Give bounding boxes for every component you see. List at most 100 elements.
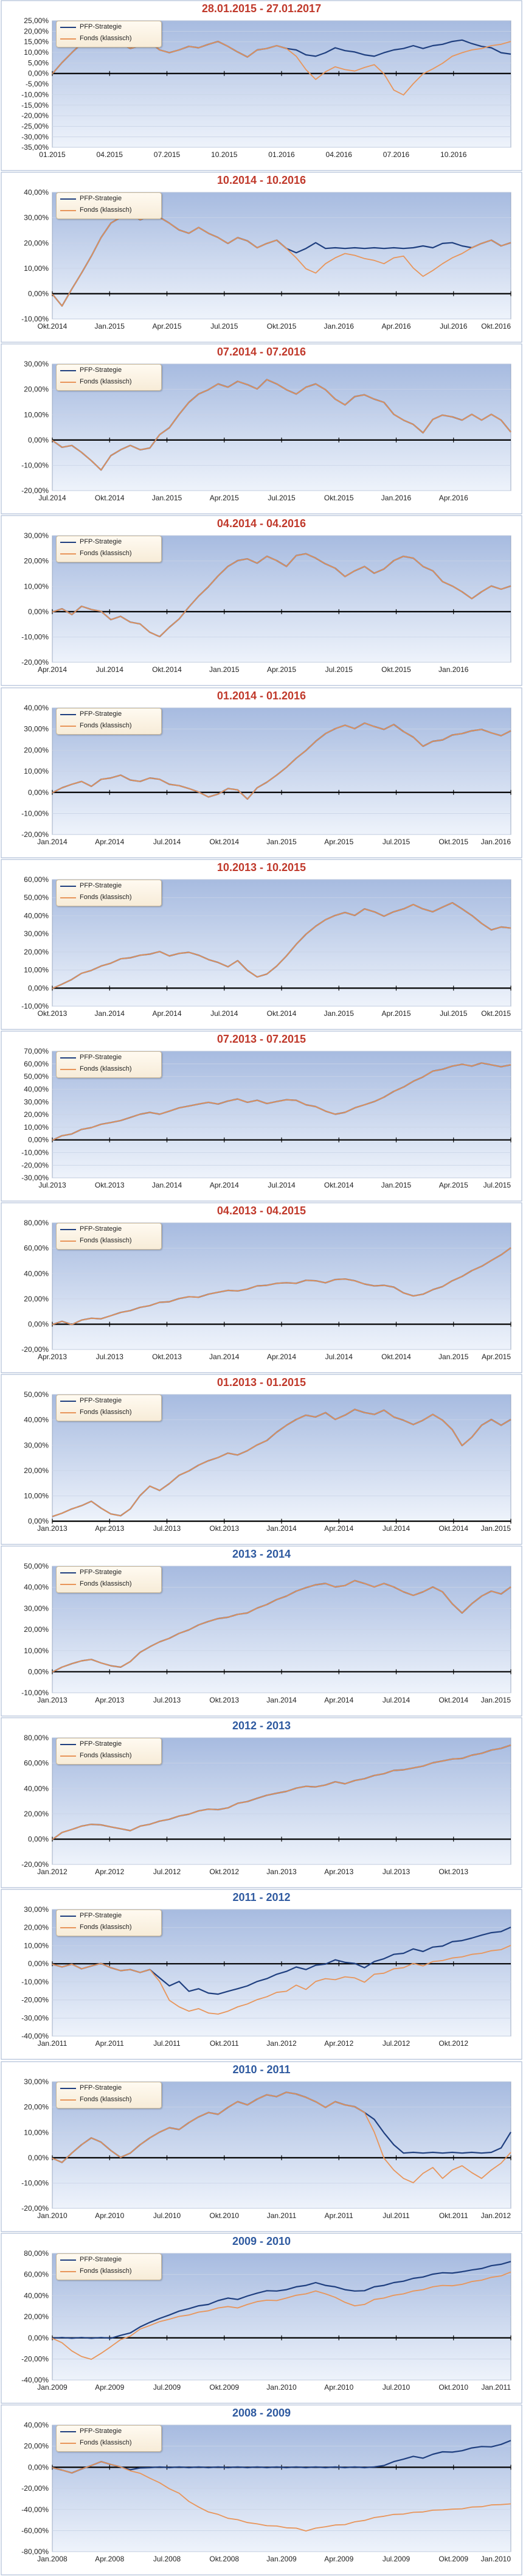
y-tick-label: 40,00% bbox=[24, 1416, 49, 1424]
legend-swatch bbox=[60, 1240, 76, 1242]
x-tick-label: Okt.2014 bbox=[381, 1353, 411, 1361]
x-tick-label: Apr.2014 bbox=[95, 838, 124, 846]
x-tick-label: Okt.2014 bbox=[324, 1181, 354, 1189]
y-tick-label: -40,00% bbox=[21, 2032, 49, 2041]
chart-title: 2010 - 2011 bbox=[232, 2063, 291, 2076]
x-tick-label: 01.2016 bbox=[268, 150, 295, 159]
x-tick-label: Okt.2011 bbox=[210, 2040, 239, 2048]
chart-title: 04.2014 - 04.2016 bbox=[216, 517, 307, 530]
y-tick-label: 0,00% bbox=[28, 69, 49, 78]
series-line-fund bbox=[52, 1580, 511, 1673]
y-tick-label: 20,00% bbox=[24, 1295, 49, 1303]
y-tick-label: 30,00% bbox=[24, 214, 49, 222]
x-tick-label: Jan.2016 bbox=[481, 838, 511, 846]
series-line-fund bbox=[52, 901, 511, 989]
chart-panel: 30,00% 20,00% 10,00% 0,00% -10,00% -20,00% Jul… bbox=[0, 343, 523, 515]
x-tick-label: Jan.2015 bbox=[95, 322, 125, 331]
series-line-fund bbox=[52, 553, 511, 638]
y-tick-label: 60,00% bbox=[24, 1759, 49, 1768]
y-tick-label: -10,00% bbox=[21, 1978, 49, 1986]
y-tick-label: 30,00% bbox=[24, 360, 49, 368]
y-tick-label: 20,00% bbox=[24, 1466, 49, 1475]
y-tick-label: 80,00% bbox=[24, 1219, 49, 1227]
x-tick-label: Jan.2015 bbox=[381, 1181, 412, 1189]
y-tick-label: -20,00% bbox=[21, 2484, 49, 2493]
chart-panel: 30,00% 20,00% 10,00% 0,00% -10,00% -20,00% -30… bbox=[0, 1889, 523, 2060]
y-tick-label: 0,00% bbox=[28, 2153, 49, 2161]
y-tick-label: -80,00% bbox=[21, 2547, 49, 2556]
x-tick-label: Apr.2009 bbox=[324, 2555, 353, 2563]
legend-item-strategy: PFP-Strategie bbox=[57, 1910, 161, 1922]
legend-label: Fonds (klassisch) bbox=[80, 35, 132, 42]
legend-swatch bbox=[60, 1068, 76, 1070]
x-tick-label: Okt.2009 bbox=[209, 2383, 239, 2392]
x-tick-label: Jul.2013 bbox=[153, 1524, 181, 1533]
legend-label: Fonds (klassisch) bbox=[80, 2095, 132, 2103]
y-tick-label: 0,00% bbox=[28, 1835, 49, 1844]
chart-legend: PFP-Strategie Fonds (klassisch) bbox=[56, 21, 162, 47]
x-tick-label: Okt.2016 bbox=[481, 322, 511, 331]
chart-legend: PFP-Strategie Fonds (klassisch) bbox=[56, 1222, 162, 1250]
y-tick-label: 10,00% bbox=[24, 965, 49, 974]
y-tick-label: 20,00% bbox=[24, 2312, 49, 2321]
x-tick-label: Okt.2014 bbox=[95, 494, 125, 502]
y-tick-label: 30,00% bbox=[24, 1441, 49, 1449]
legend-swatch bbox=[60, 553, 76, 555]
legend-item-fund: Fonds (klassisch) bbox=[57, 1750, 161, 1762]
y-tick-label: 40,00% bbox=[24, 188, 49, 197]
x-tick-label: Okt.2014 bbox=[267, 1009, 297, 1018]
y-tick-label: -20,00% bbox=[21, 1161, 49, 1169]
x-tick-label: Okt.2014 bbox=[38, 322, 68, 331]
x-tick-label: Jul.2013 bbox=[153, 1696, 181, 1704]
y-tick-label: -20,00% bbox=[21, 2204, 49, 2213]
x-tick-label: 10.2015 bbox=[211, 150, 238, 159]
y-tick-label: -10,00% bbox=[21, 1689, 49, 1697]
legend-swatch bbox=[60, 382, 76, 383]
legend-label: Fonds (klassisch) bbox=[80, 206, 132, 214]
series-line-fund bbox=[52, 1745, 511, 1841]
y-tick-label: -30,00% bbox=[21, 1174, 49, 1182]
chart-legend: PFP-Strategie Fonds (klassisch) bbox=[56, 1738, 162, 1765]
y-tick-label: 40,00% bbox=[24, 704, 49, 712]
y-tick-label: 20,00% bbox=[24, 1923, 49, 1932]
y-tick-label: 30,00% bbox=[24, 531, 49, 540]
chart-legend: PFP-Strategie Fonds (klassisch) bbox=[56, 192, 162, 220]
x-tick-label: Okt.2013 bbox=[438, 1867, 468, 1876]
y-tick-label: 0,00% bbox=[28, 290, 49, 298]
x-tick-label: 01.2015 bbox=[39, 150, 66, 159]
chart-legend: PFP-Strategie Fonds (klassisch) bbox=[56, 2253, 162, 2280]
legend-swatch bbox=[60, 2431, 76, 2432]
legend-swatch bbox=[60, 1412, 76, 1413]
y-tick-label: 40,00% bbox=[24, 1583, 49, 1592]
x-tick-label: Apr.2012 bbox=[95, 1867, 124, 1876]
legend-label: PFP-Strategie bbox=[80, 538, 122, 546]
legend-label: PFP-Strategie bbox=[80, 1225, 122, 1233]
series-line-fund bbox=[52, 1062, 511, 1141]
y-tick-label: 40,00% bbox=[24, 1785, 49, 1793]
legend-item-strategy: PFP-Strategie bbox=[57, 2254, 161, 2266]
y-tick-label: 60,00% bbox=[24, 2270, 49, 2278]
chart-panel: 60,00% 50,00% 40,00% 30,00% 20,00% 10,00% 0,00… bbox=[0, 859, 523, 1031]
y-tick-label: -20,00% bbox=[21, 659, 49, 667]
chart-title: 2011 - 2012 bbox=[232, 1891, 291, 1904]
x-tick-label: Okt.2012 bbox=[438, 2040, 468, 2048]
y-tick-label: 10,00% bbox=[24, 264, 49, 273]
x-tick-label: Jul.2011 bbox=[153, 2040, 181, 2048]
x-tick-label: Jan.2014 bbox=[266, 1524, 297, 1533]
legend-item-strategy: PFP-Strategie bbox=[57, 193, 161, 205]
x-tick-label: Jul.2015 bbox=[268, 494, 296, 502]
x-tick-label: Jan.2012 bbox=[266, 2040, 297, 2048]
legend-item-strategy: PFP-Strategie bbox=[57, 536, 161, 548]
legend-label: PFP-Strategie bbox=[80, 1912, 122, 1920]
legend-label: Fonds (klassisch) bbox=[80, 1409, 132, 1416]
y-tick-label: -10,00% bbox=[21, 1002, 49, 1010]
legend-label: PFP-Strategie bbox=[80, 2255, 122, 2263]
series-line-fund bbox=[52, 2271, 511, 2360]
x-tick-label: Jul.2009 bbox=[383, 2555, 410, 2563]
x-tick-label: Okt.2015 bbox=[481, 1009, 511, 1018]
y-tick-label: 0,00% bbox=[28, 1517, 49, 1525]
x-tick-label: Apr.2013 bbox=[95, 1524, 124, 1533]
legend-label: Fonds (klassisch) bbox=[80, 721, 132, 729]
chart-panel: 30,00% 20,00% 10,00% 0,00% -10,00% -20,00% Jan… bbox=[0, 2061, 523, 2233]
legend-swatch bbox=[60, 1916, 76, 1917]
